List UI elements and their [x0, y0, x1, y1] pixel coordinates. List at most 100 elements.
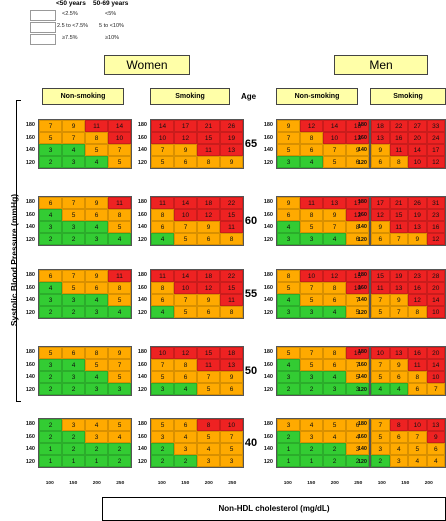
- risk-cell: 3: [39, 144, 62, 156]
- risk-cell: 1: [300, 455, 323, 467]
- legend-high-50-69: ≥10%: [105, 35, 120, 41]
- age-label-40: 40: [244, 437, 258, 449]
- risk-cell: 14: [408, 144, 427, 156]
- sbp-tick-label: 140: [263, 374, 273, 380]
- sbp-tick-label: 120: [357, 159, 367, 166]
- sbp-tick-label: 160: [357, 134, 367, 141]
- risk-cell: 3: [62, 221, 85, 233]
- legend-mid-50-69: 5 to <10%: [99, 23, 124, 29]
- risk-cell: 5: [346, 371, 369, 383]
- sbp-tick-label: 140: [357, 374, 367, 380]
- risk-cell: 11: [371, 282, 390, 294]
- sbp-tick-label: 120: [263, 236, 273, 243]
- sbp-tick-label: 120: [25, 236, 35, 243]
- risk-cell: 10: [108, 132, 131, 144]
- cholesterol-tick-label: 100: [377, 481, 386, 486]
- sbp-tick-label: 140: [357, 224, 367, 230]
- risk-cell: 4: [323, 431, 346, 443]
- risk-cell: 12: [197, 209, 220, 221]
- risk-cell: 4: [85, 221, 108, 233]
- risk-cell: 8: [220, 306, 243, 318]
- risk-cell: 5: [108, 294, 131, 306]
- risk-cell: 12: [426, 233, 445, 245]
- risk-cell: 1: [39, 443, 62, 455]
- risk-cell: 5: [85, 359, 108, 371]
- risk-cell: 6: [346, 233, 369, 245]
- risk-cell: 5: [408, 443, 427, 455]
- risk-cell: 9: [371, 144, 390, 156]
- risk-cell: 2: [39, 371, 62, 383]
- sbp-tick-label: 120: [137, 236, 147, 243]
- sbp-tick-label: 120: [137, 309, 147, 316]
- sbp-tick-label: 180: [357, 421, 367, 427]
- risk-cell: 9: [346, 144, 369, 156]
- risk-cell: 6: [85, 282, 108, 294]
- risk-cell: 7: [300, 282, 323, 294]
- risk-cell: 2: [62, 383, 85, 395]
- risk-cell: 3: [62, 294, 85, 306]
- risk-cell: 3: [346, 443, 369, 455]
- risk-cell: 8: [346, 221, 369, 233]
- sbp-tick-label: 140: [137, 374, 147, 380]
- men-smoking-grid-age-50: 10 13 16 20 7 9 11 14 5 6 8 10 4 4 6 7: [370, 346, 446, 396]
- risk-cell: 2: [39, 306, 62, 318]
- sbp-tick-label: 120: [263, 159, 273, 166]
- sbp-tick-label: 120: [263, 386, 273, 393]
- risk-cell: 7: [426, 383, 445, 395]
- risk-cell: 5: [197, 383, 220, 395]
- risk-cell: 3: [39, 294, 62, 306]
- risk-cell: 11: [220, 221, 243, 233]
- risk-cell: 3: [39, 359, 62, 371]
- cholesterol-tick-label: 200: [424, 481, 433, 486]
- risk-cell: 17: [371, 197, 390, 209]
- risk-cell: 7: [151, 359, 174, 371]
- risk-cell: 11: [151, 270, 174, 282]
- sbp-tick-label: 180: [357, 349, 367, 355]
- sbp-tick-label: 180: [137, 272, 147, 278]
- risk-cell: 11: [151, 197, 174, 209]
- risk-cell: 20: [426, 282, 445, 294]
- cholesterol-tick-label: 200: [330, 481, 339, 486]
- women-header: Women: [104, 55, 190, 75]
- risk-cell: 15: [197, 347, 220, 359]
- risk-cell: 15: [371, 270, 390, 282]
- risk-cell: 3: [277, 306, 300, 318]
- risk-cell: 13: [346, 132, 369, 144]
- risk-cell: 13: [389, 347, 408, 359]
- risk-cell: 3: [277, 156, 300, 168]
- risk-cell: 4: [108, 431, 131, 443]
- risk-cell: 3: [108, 383, 131, 395]
- risk-cell: 7: [323, 221, 346, 233]
- risk-cell: 18: [346, 120, 369, 132]
- risk-cell: 5: [371, 431, 390, 443]
- sbp-tick-label: 120: [25, 386, 35, 393]
- age-header: Age: [241, 92, 257, 101]
- risk-cell: 4: [39, 209, 62, 221]
- risk-cell: 9: [174, 144, 197, 156]
- risk-cell: 5: [108, 419, 131, 431]
- risk-cell: 6: [62, 347, 85, 359]
- sbp-tick-label: 160: [137, 433, 147, 440]
- age-label-55: 55: [244, 288, 258, 300]
- sbp-tick-label: 140: [137, 147, 147, 153]
- women-smoking-grid-age-40: 5 6 8 10 3 4 5 7 2 3 4 5 2 2 3 3: [150, 418, 244, 468]
- sbp-tick-label: 140: [263, 224, 273, 230]
- risk-cell: 5: [108, 221, 131, 233]
- risk-cell: 10: [174, 282, 197, 294]
- sbp-tick-label: 160: [263, 433, 273, 440]
- sbp-tick-label: 160: [25, 284, 35, 291]
- risk-cell: 2: [62, 431, 85, 443]
- risk-cell: 5: [323, 156, 346, 168]
- risk-cell: 9: [277, 120, 300, 132]
- sbp-tick-label: 140: [25, 297, 35, 303]
- risk-cell: 2: [323, 443, 346, 455]
- risk-cell: 7: [108, 144, 131, 156]
- risk-cell: 7: [346, 359, 369, 371]
- risk-cell: 6: [323, 359, 346, 371]
- risk-cell: 16: [389, 132, 408, 144]
- cholesterol-tick-label: 200: [92, 481, 101, 486]
- risk-cell: 26: [408, 197, 427, 209]
- sbp-tick-label: 140: [357, 147, 367, 153]
